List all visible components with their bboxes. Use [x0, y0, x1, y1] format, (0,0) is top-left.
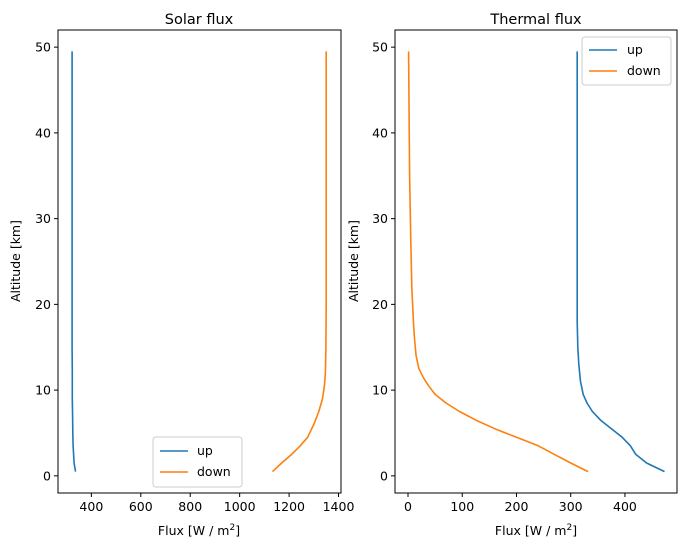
thermal-flux-xlabel: Flux [W / m2]	[495, 523, 577, 538]
solar-flux-series-down-line	[271, 51, 328, 473]
solar-flux-xlabel-sup: 2	[229, 523, 235, 533]
solar-flux-title: Solar flux	[165, 12, 234, 28]
thermal-flux-ylabel: Altitude [km]	[346, 220, 361, 302]
solar-flux-xlabel: Flux [W / m2]	[158, 523, 240, 538]
solar-flux-lines	[71, 51, 328, 473]
thermal-flux-xlabel-sup: 2	[566, 523, 572, 533]
solar-flux-x-tick-label: 800	[178, 499, 202, 514]
solar-flux-y-tick-label: 20	[35, 297, 51, 312]
thermal-flux-lines	[407, 51, 665, 473]
thermal-flux-series-down-line	[407, 51, 589, 473]
thermal-flux-legend-up-label: up	[627, 42, 643, 57]
solar-flux-axes-frame	[57, 29, 342, 494]
solar-flux-x-tick-label: 1400	[323, 499, 355, 514]
solar-flux-x-tick-label: 1200	[273, 499, 305, 514]
thermal-flux-y-tick-label: 10	[372, 383, 388, 398]
solar-flux-y-tick-label: 40	[35, 125, 51, 140]
thermal-flux-axes-frame	[394, 29, 678, 494]
thermal-flux-y-tick-label: 40	[372, 125, 388, 140]
thermal-flux-legend: up down	[581, 36, 672, 86]
thermal-flux-x-tick-label: 200	[505, 499, 529, 514]
thermal-flux-legend-box	[581, 36, 672, 86]
thermal-flux-xlabel-tail: ]	[572, 523, 577, 538]
thermal-flux-y-tick-label: 30	[372, 211, 388, 226]
solar-flux-y-tick-label: 0	[43, 468, 51, 483]
solar-flux-y-tick-label: 50	[35, 40, 51, 55]
thermal-flux-plot-area: 0 100 200 300 400 0 10 20 30 40 50	[372, 29, 678, 514]
solar-flux-x-tick-label: 600	[129, 499, 153, 514]
thermal-flux-title: Thermal flux	[489, 12, 582, 28]
thermal-flux-x-tick-label: 100	[450, 499, 474, 514]
solar-flux-xlabel-tail: ]	[235, 523, 240, 538]
solar-flux-ylabel: Altitude [km]	[8, 220, 23, 302]
thermal-flux-y-tick-label: 0	[380, 468, 388, 483]
solar-flux-legend: up down	[152, 436, 243, 488]
thermal-flux-x-tick-label: 0	[404, 499, 412, 514]
solar-flux-legend-box	[152, 436, 243, 488]
solar-flux-panel: Solar flux 400 600 800 1000 1200 140001020304…	[8, 12, 354, 538]
solar-flux-legend-up-label: up	[197, 443, 213, 458]
thermal-flux-ticks: 0 100 200 300 400 0 10 20 30 40 50	[372, 40, 637, 514]
solar-flux-series-up-line	[71, 51, 77, 472]
solar-flux-x-tick-label: 400	[79, 499, 103, 514]
solar-flux-ticks: 400 600 800 1000 1200 1400 0 10 20 30 40 50	[35, 40, 354, 514]
thermal-flux-x-tick-label: 400	[613, 499, 637, 514]
solar-flux-legend-down-label: down	[197, 464, 231, 479]
thermal-flux-panel: Thermal flux 0 100 200 300 400 0 10 20 30 40 50 Fl…	[346, 12, 678, 538]
solar-flux-y-tick-label: 10	[35, 383, 51, 398]
thermal-flux-legend-down-label: down	[627, 63, 661, 78]
thermal-flux-xlabel-main: Flux [W / m	[495, 523, 567, 538]
thermal-flux-x-tick-label: 300	[559, 499, 583, 514]
solar-flux-y-tick-label: 30	[35, 211, 51, 226]
thermal-flux-y-tick-label: 20	[372, 297, 388, 312]
thermal-flux-series-up-line	[576, 51, 665, 473]
thermal-flux-y-tick-label: 50	[372, 40, 388, 55]
solar-flux-x-tick-label: 1000	[224, 499, 256, 514]
solar-flux-plot-area: 400 600 800 1000 1200 1400 0 10 20 30 40 50	[35, 29, 354, 514]
solar-flux-xlabel-main: Flux [W / m	[158, 523, 230, 538]
